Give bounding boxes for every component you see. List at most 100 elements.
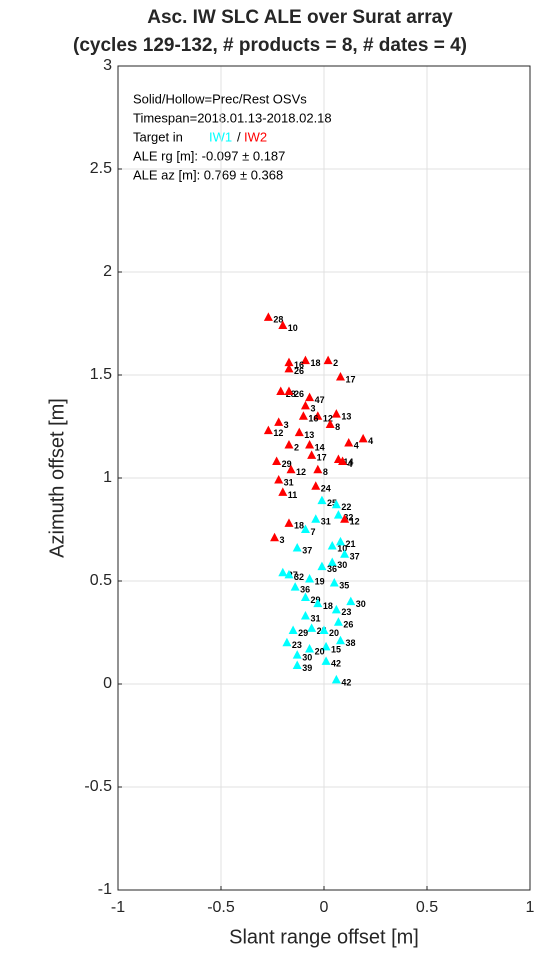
point bbox=[325, 419, 335, 428]
point bbox=[282, 637, 292, 647]
point bbox=[274, 475, 284, 484]
point bbox=[290, 582, 300, 591]
point-label: 23 bbox=[341, 607, 351, 617]
annotation: ALE rg [m]: -0.097 ± 0.187 bbox=[133, 148, 285, 163]
point bbox=[340, 549, 350, 558]
chart-subtitle: (cycles 129-132, # products = 8, # dates… bbox=[73, 35, 467, 56]
y-tick-label: 1.5 bbox=[90, 366, 112, 383]
point bbox=[311, 481, 321, 490]
point-label: 20 bbox=[315, 646, 325, 656]
point bbox=[263, 312, 273, 321]
y-tick-label: 2 bbox=[103, 263, 112, 280]
point bbox=[305, 643, 315, 653]
point-label: 18 bbox=[310, 358, 320, 368]
point-label: 12 bbox=[273, 428, 283, 438]
point-label: 31 bbox=[321, 517, 331, 527]
point bbox=[292, 650, 302, 659]
point bbox=[331, 674, 341, 684]
point-label: 35 bbox=[339, 580, 349, 590]
point-label: 31 bbox=[284, 477, 294, 487]
point bbox=[305, 573, 315, 583]
point bbox=[335, 635, 345, 645]
y-tick-label: 0 bbox=[103, 675, 112, 692]
point-label: 4 bbox=[368, 436, 373, 446]
x-tick-label: 0.5 bbox=[416, 899, 438, 916]
y-tick-label: -1 bbox=[98, 881, 112, 898]
point-label: 23 bbox=[292, 640, 302, 650]
point-label: 20 bbox=[329, 628, 339, 638]
point-label: 13 bbox=[341, 412, 351, 422]
point-label: 47 bbox=[315, 395, 325, 405]
point bbox=[317, 495, 327, 505]
point-label: 12 bbox=[323, 414, 333, 424]
point-label: 32 bbox=[294, 572, 304, 582]
x-tick-label: -0.5 bbox=[207, 899, 235, 916]
point bbox=[305, 440, 315, 449]
point bbox=[300, 355, 310, 365]
point-label: 3 bbox=[284, 420, 289, 430]
point bbox=[307, 623, 317, 632]
point bbox=[284, 569, 294, 579]
point-label: 29 bbox=[298, 628, 308, 638]
point-label: 17 bbox=[345, 374, 355, 384]
point bbox=[288, 625, 298, 634]
y-tick-label: 3 bbox=[103, 57, 112, 74]
point bbox=[284, 518, 294, 527]
point-label: 29 bbox=[310, 595, 320, 605]
point bbox=[292, 543, 302, 552]
point-label: 2 bbox=[333, 358, 338, 368]
point bbox=[284, 363, 294, 373]
point bbox=[300, 524, 310, 533]
point-label: 21 bbox=[345, 539, 355, 549]
x-tick-label: -1 bbox=[111, 899, 125, 916]
point-label: 29 bbox=[282, 459, 292, 469]
point-label: 10 bbox=[288, 323, 298, 333]
point bbox=[286, 464, 296, 474]
point bbox=[292, 660, 302, 669]
point-label: 32 bbox=[343, 512, 353, 522]
point-label: 14 bbox=[343, 457, 353, 467]
x-tick-label: 1 bbox=[526, 899, 534, 916]
point-label: 18 bbox=[323, 601, 333, 611]
plot-frame bbox=[117, 65, 531, 891]
annotation: Solid/Hollow=Prec/Rest OSVs bbox=[133, 91, 307, 106]
point-label: 11 bbox=[288, 490, 298, 500]
point-label: 36 bbox=[300, 585, 310, 595]
y-tick-label: 2.5 bbox=[90, 160, 112, 177]
point bbox=[274, 417, 284, 426]
y-tick-label: -0.5 bbox=[84, 778, 112, 795]
point-label: 18 bbox=[294, 521, 304, 531]
point bbox=[317, 561, 327, 571]
point-label: 26 bbox=[294, 389, 304, 399]
point-label: 13 bbox=[304, 430, 314, 440]
point-label: 14 bbox=[315, 442, 325, 452]
point bbox=[329, 578, 339, 587]
point bbox=[300, 592, 310, 601]
point-label: 42 bbox=[331, 659, 341, 669]
point-label: 30 bbox=[302, 653, 312, 663]
point-label: 39 bbox=[302, 663, 312, 673]
point-label: 25 bbox=[327, 498, 337, 508]
point bbox=[284, 357, 294, 367]
point-label: 8 bbox=[335, 422, 340, 432]
point bbox=[278, 320, 288, 330]
point-label: 37 bbox=[302, 545, 312, 555]
point-label: 3 bbox=[280, 535, 285, 545]
point-label: 28 bbox=[273, 315, 283, 325]
point bbox=[327, 540, 337, 550]
point bbox=[284, 440, 294, 449]
point bbox=[284, 386, 294, 395]
point-label: 10 bbox=[337, 543, 347, 553]
point bbox=[321, 641, 331, 651]
annotation: Timespan=2018.01.13-2018.02.18 bbox=[133, 110, 332, 125]
point-label: 4 bbox=[348, 459, 353, 469]
point-label: 38 bbox=[345, 638, 355, 648]
point-label: 12 bbox=[350, 517, 360, 527]
point-label: 26 bbox=[294, 366, 304, 376]
point-label: 16 bbox=[308, 414, 318, 424]
point bbox=[335, 536, 345, 546]
point bbox=[270, 532, 280, 542]
x-tick-label: 0 bbox=[320, 899, 329, 916]
point bbox=[313, 598, 323, 608]
point bbox=[298, 411, 308, 420]
